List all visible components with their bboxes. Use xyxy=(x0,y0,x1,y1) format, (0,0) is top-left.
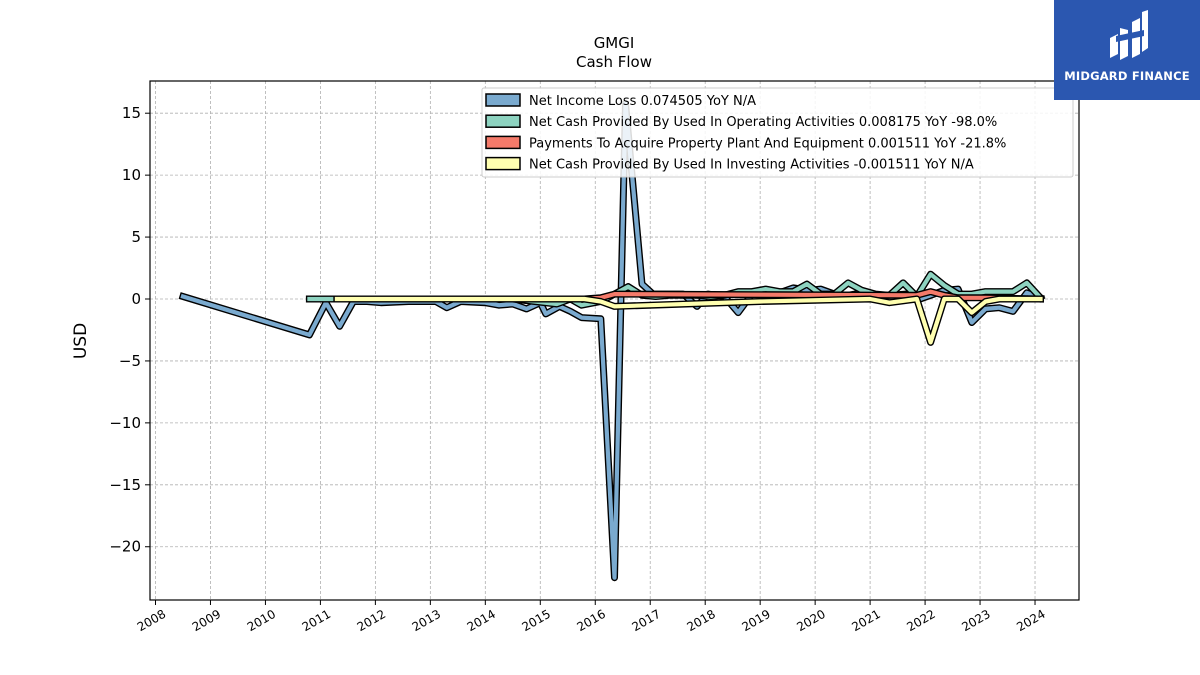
chart-subtitle: Cash Flow xyxy=(576,53,652,71)
legend-swatch xyxy=(485,156,521,171)
legend-box xyxy=(481,87,1074,178)
y-axis-label: USD xyxy=(71,323,91,359)
series-layer xyxy=(178,99,1046,582)
y-tick-label: −15 xyxy=(109,476,141,494)
series-line xyxy=(334,296,1043,345)
y-tick-label: 15 xyxy=(122,104,141,122)
y-tick-label: 0 xyxy=(131,290,141,308)
y-tick-label: 5 xyxy=(131,228,141,246)
y-tick-label: −5 xyxy=(119,352,141,370)
y-tick-label: 10 xyxy=(122,166,141,184)
legend-label: Net Cash Provided By Used In Investing A… xyxy=(529,158,974,173)
brand-logo: MIDGARD FINANCE xyxy=(1054,0,1200,100)
brand-name: MIDGARD FINANCE xyxy=(1064,69,1190,83)
legend-label: Net Income Loss 0.074505 YoY N/A xyxy=(529,94,756,109)
legend-swatch xyxy=(485,114,521,128)
legend-swatch xyxy=(485,135,521,150)
series-line xyxy=(180,101,1044,580)
legend-label: Payments To Acquire Property Plant And E… xyxy=(529,136,1006,151)
y-tick-label: −10 xyxy=(109,414,141,432)
legend: Net Income Loss 0.074505 YoY N/A Net Cash… xyxy=(481,87,1074,178)
plot-frame xyxy=(149,80,1080,601)
y-tick-label: −20 xyxy=(109,538,141,556)
legend-label: Net Cash Provided By Used In Operating A… xyxy=(529,115,997,130)
series-4 xyxy=(333,295,1044,346)
series-1 xyxy=(178,99,1045,582)
chart-title: GMGI xyxy=(594,34,635,52)
legend-swatch xyxy=(485,93,521,107)
brand-mark-icon xyxy=(1110,10,1148,60)
